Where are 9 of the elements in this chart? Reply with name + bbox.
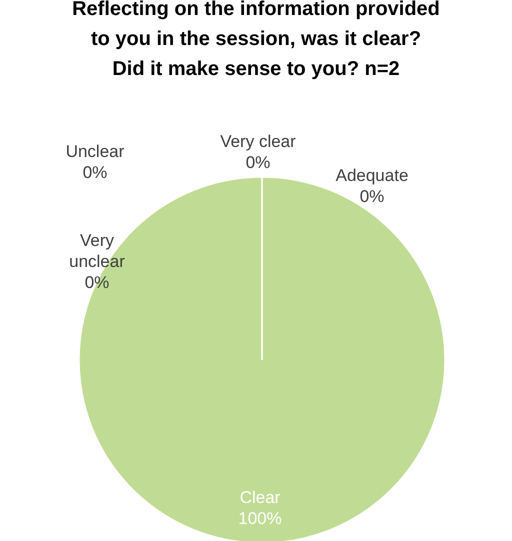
- data-label: 100%: [238, 509, 282, 528]
- category-label: Adequate: [336, 166, 408, 185]
- category-label: Unclear: [66, 142, 124, 161]
- chart-title: Reflecting on the information provided to you in the session, was it clear? Did it make sense to you? n=2: [72, 0, 440, 80]
- slice-label: Clear: [240, 488, 281, 507]
- category-label: Very clear: [220, 132, 296, 151]
- text: 0%: [246, 153, 270, 172]
- text: 0%: [360, 187, 384, 206]
- text: 0%: [82, 163, 108, 182]
